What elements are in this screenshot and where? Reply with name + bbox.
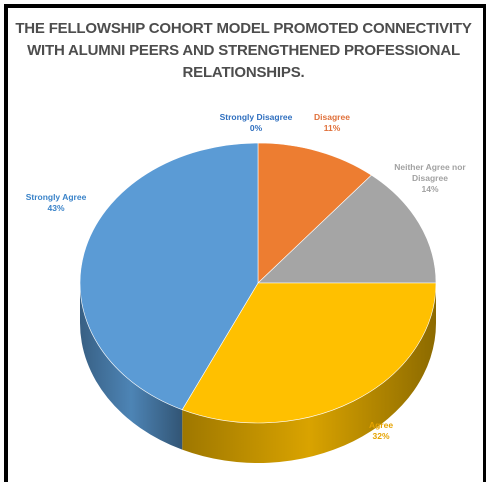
title-line-2: WITH ALUMNI PEERS AND STRENGTHENED PROFE… xyxy=(27,42,460,59)
pie-side-agree xyxy=(182,283,436,463)
pie-side-strongly-agree xyxy=(80,283,183,450)
data-label-strongly-disagree: Strongly Disagree 0% xyxy=(220,112,293,133)
pie-slice-strongly-agree xyxy=(79,142,259,411)
pie-slice-neither-agree-nor-disagree xyxy=(257,174,437,284)
data-label-neither-agree-nor-disagree: Neither Agree nor Disagree 14% xyxy=(394,162,466,194)
data-label-agree: Agree 32% xyxy=(369,420,393,441)
title-line-1: THE FELLOWSHIP COHORT MODEL PROMOTED CON… xyxy=(15,20,472,37)
chart-title: THE FELLOWSHIP COHORT MODEL PROMOTED CON… xyxy=(0,18,487,84)
data-label-disagree: Disagree 11% xyxy=(314,112,350,133)
data-label-strongly-agree: Strongly Agree 43% xyxy=(26,192,87,213)
title-line-3: RELATIONSHIPS. xyxy=(182,64,305,81)
pie-slice-agree xyxy=(181,282,437,424)
pie-slice-disagree xyxy=(257,142,372,284)
